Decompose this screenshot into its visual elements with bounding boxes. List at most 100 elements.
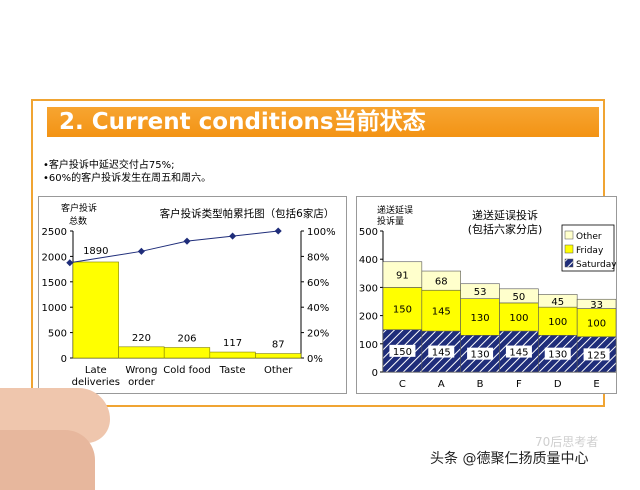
cumulative-point: [229, 232, 237, 240]
segment-friday-D: [538, 306, 578, 336]
bar-1: [72, 261, 119, 359]
data-label: 145: [509, 348, 528, 359]
data-label-box: [544, 347, 571, 360]
category-label: D: [554, 379, 562, 390]
y-axis-label: 客户投诉: [61, 202, 97, 214]
y-tick-label: 500: [359, 227, 378, 238]
y-tick-label: 2500: [42, 227, 67, 238]
data-label: 150: [393, 305, 412, 316]
y-axis-label-2: 总数: [69, 215, 87, 227]
data-label: 91: [396, 271, 409, 282]
data-label: 206: [177, 334, 196, 345]
legend-label: Other: [576, 232, 602, 242]
cumulative-point: [274, 227, 282, 235]
hand-photo-lower: [0, 430, 95, 490]
title-bar: 2. Current conditions当前状态: [47, 107, 599, 137]
slide-title: 2. Current conditions当前状态: [59, 109, 426, 135]
segment-friday-F: [499, 302, 539, 332]
y-tick-label: 1000: [42, 303, 67, 314]
data-label: 45: [551, 297, 564, 308]
watermark-faint: 70后思考者: [535, 435, 599, 449]
legend-swatch: [564, 230, 574, 240]
chart-title: 客户投诉类型帕累托图（包括6家店）: [160, 207, 335, 220]
y-tick-label: 0: [372, 368, 378, 379]
data-label-box: [505, 345, 532, 358]
watermark: 头条 @德聚仁扬质量中心: [430, 451, 589, 467]
data-label: 130: [471, 313, 490, 324]
data-label: 87: [272, 340, 285, 351]
data-label: 50: [513, 292, 526, 303]
pareto-chart: 0 500 1000 1500 2000 2500 0% 20% 40% 60% 80% 100% 18…: [42, 202, 336, 388]
category-label: C: [399, 379, 406, 390]
data-label-box: [428, 345, 455, 358]
category-label: Cold food: [163, 365, 211, 376]
segment-other-C: [382, 261, 423, 288]
y-tick-label: 0: [61, 354, 67, 365]
data-label: 33: [590, 300, 603, 311]
category-label: B: [477, 379, 484, 390]
delay-chart: 0 100 200 300 400 500 150 150 91 C 145 145 68 A 130 130…: [359, 204, 617, 390]
y-tick-label: 500: [48, 329, 67, 340]
y-tick-label: 2000: [42, 252, 67, 263]
y-tick-label: 100: [359, 340, 378, 351]
y-tick-label: 400: [359, 255, 378, 266]
data-label: 53: [474, 287, 487, 298]
chart-title: 递送延误投诉: [472, 208, 538, 222]
legend-swatch: [564, 258, 574, 268]
bar-4: [209, 351, 256, 359]
delay-panel: 0 100 200 300 400 500 150 150 91 C 145 145 68 A 130 130…: [356, 196, 617, 394]
data-label-box: [467, 347, 494, 360]
y2-tick-label: 60%: [307, 278, 329, 289]
bar-5: [255, 353, 302, 359]
cumulative-point: [183, 237, 191, 245]
y-tick-label: 200: [359, 312, 378, 323]
y-axis-label: 递送延误: [377, 204, 413, 216]
category-label: order: [128, 377, 156, 388]
cumulative-point: [137, 247, 145, 255]
data-label: 145: [432, 348, 451, 359]
y2-tick-label: 20%: [307, 329, 329, 340]
category-label: Other: [264, 365, 293, 376]
cumulative-point: [66, 259, 74, 267]
pareto-panel: 0 500 1000 1500 2000 2500 0% 20% 40% 60% 80% 100% 18…: [38, 196, 347, 394]
data-label-box: [583, 348, 610, 361]
data-label: 100: [587, 319, 606, 330]
category-label: F: [516, 379, 522, 390]
data-label: 130: [471, 350, 490, 361]
y-tick-label: 300: [359, 283, 378, 294]
y2-tick-label: 40%: [307, 303, 329, 314]
bullet-2: •60%的客户投诉发生在周五和周六。: [43, 173, 212, 184]
y2-tick-label: 0%: [307, 354, 323, 365]
segment-friday-A: [421, 289, 461, 332]
y-axis-label-2: 投诉量: [377, 215, 404, 227]
category-label: Taste: [219, 365, 246, 376]
data-label: 130: [548, 350, 567, 361]
category-label: A: [438, 379, 445, 390]
segment-friday-E: [576, 308, 617, 338]
data-label: 1890: [83, 246, 108, 257]
y-tick-label: 1500: [42, 278, 67, 289]
bar-3: [163, 347, 211, 359]
data-label: 117: [223, 338, 242, 349]
legend-swatch: [564, 244, 574, 254]
y2-tick-label: 100%: [307, 227, 336, 238]
segment-other-A: [421, 270, 461, 291]
legend-label: Friday: [576, 246, 604, 256]
data-label-box: [389, 344, 416, 357]
bullet-1: •客户投诉中延迟交付占75%;: [43, 160, 175, 171]
category-label: Late: [85, 365, 107, 376]
data-label: 150: [393, 347, 412, 358]
y2-tick-label: 80%: [307, 252, 329, 263]
data-label: 125: [587, 350, 606, 361]
bar-2: [118, 346, 165, 359]
chart-subtitle: (包括六家分店): [468, 222, 543, 236]
data-label: 100: [509, 313, 528, 324]
legend-label: Saturday: [576, 260, 616, 270]
category-label: Wrong: [125, 365, 157, 376]
bullet-list: •客户投诉中延迟交付占75%; •60%的客户投诉发生在周五和周六。: [43, 159, 211, 185]
data-label: 100: [548, 317, 567, 328]
category-label: deliveries: [72, 377, 120, 388]
data-label: 68: [435, 277, 448, 288]
category-label: E: [593, 379, 599, 390]
data-label: 145: [432, 307, 451, 318]
